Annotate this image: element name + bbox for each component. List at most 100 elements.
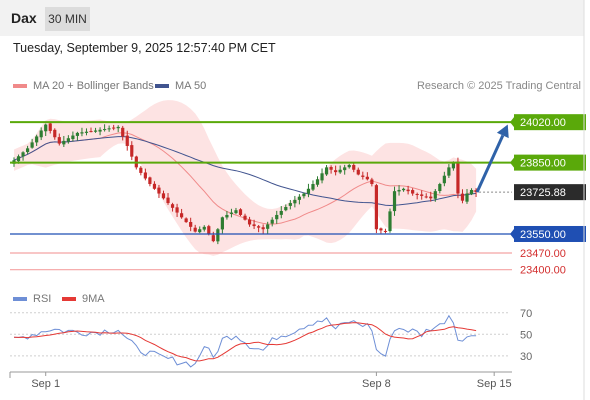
candle-body <box>143 172 147 179</box>
candle-body <box>157 187 161 194</box>
candle <box>388 208 392 233</box>
candle-body <box>302 193 306 197</box>
candle <box>429 191 433 202</box>
candle-body <box>460 193 465 201</box>
rsi-ma-swatch-icon <box>62 297 76 301</box>
candle <box>442 171 446 187</box>
candle <box>370 177 374 187</box>
legend-rsi-ma: 9MA <box>62 293 105 305</box>
candle-body <box>370 179 374 185</box>
candle <box>252 219 256 230</box>
candle <box>257 225 261 233</box>
candle-body <box>44 124 48 132</box>
copyright-text: Research © 2025 Trading Central <box>416 80 581 92</box>
candle <box>216 228 220 245</box>
level-label-text: 23850.00 <box>520 158 566 170</box>
candle-body <box>116 126 120 129</box>
candle <box>71 131 75 142</box>
candle-body <box>57 137 61 144</box>
candle-body <box>30 142 34 148</box>
candle-body <box>383 230 388 232</box>
legend-ma20: MA 20 + Bollinger Bands <box>13 80 154 92</box>
candle-body <box>401 188 406 191</box>
candle <box>447 164 451 178</box>
level-label-box <box>514 114 586 131</box>
candle-body <box>93 130 98 132</box>
level-label-text: 23725.88 <box>520 187 566 199</box>
candle-body <box>184 218 188 223</box>
candle-body <box>216 229 220 242</box>
candle-body <box>451 162 456 169</box>
candle <box>103 124 107 132</box>
level-label-pointer-icon <box>510 157 514 168</box>
candle <box>112 124 116 131</box>
candle <box>302 192 306 199</box>
candle-body <box>193 227 197 232</box>
timeframe-button[interactable]: 30 MIN <box>45 7 90 31</box>
candle <box>198 226 202 234</box>
candle-body <box>343 167 347 171</box>
candle-body <box>469 189 474 195</box>
candle <box>48 122 52 134</box>
datetime-label: Tuesday, September 9, 2025 12:57:40 PM C… <box>13 41 276 55</box>
candle <box>383 228 388 234</box>
price-levels: 24020.00 23850.00 23725.88 23550.00 23470.00… <box>10 114 586 277</box>
candle <box>229 208 234 218</box>
candle <box>125 130 129 151</box>
candle <box>44 123 48 137</box>
candle <box>329 165 333 174</box>
candle <box>374 183 378 234</box>
level-label-pointer-icon <box>510 228 514 239</box>
candle-body <box>35 136 39 143</box>
candle <box>238 208 243 216</box>
candle-body <box>352 165 356 170</box>
candle-body <box>438 184 442 192</box>
candle <box>180 208 184 219</box>
candle <box>35 134 39 146</box>
candle <box>338 165 342 174</box>
rsi-level-label: 50 <box>520 329 532 341</box>
candle <box>352 163 356 173</box>
legend-rsi-label: RSI <box>33 293 52 305</box>
candle-body <box>39 130 43 138</box>
candle-body <box>207 226 211 234</box>
candle <box>189 217 193 232</box>
candle <box>361 171 365 180</box>
candle-body <box>415 193 419 195</box>
candle <box>25 145 30 155</box>
candle-body <box>130 145 134 157</box>
candle <box>75 131 80 141</box>
candle <box>84 128 89 136</box>
candle-body <box>152 183 157 189</box>
candle <box>438 182 442 194</box>
candle-body <box>406 189 410 192</box>
candle <box>275 210 279 224</box>
time-axis-label: Sep 1 <box>31 378 60 390</box>
candle-body <box>220 217 224 230</box>
legend-ma50: MA 50 <box>155 80 206 92</box>
candle-body <box>447 167 451 176</box>
candle <box>411 188 415 196</box>
candle-body <box>420 194 424 196</box>
candle-body <box>257 226 261 228</box>
candle <box>184 217 188 223</box>
candle <box>420 190 424 200</box>
candle-body <box>98 129 102 132</box>
candle-body <box>107 128 111 130</box>
candle-body <box>112 127 116 129</box>
candle <box>365 172 369 181</box>
candle <box>406 185 410 195</box>
candle-body <box>411 190 415 194</box>
candle <box>89 127 93 133</box>
candle-body <box>139 167 143 173</box>
candle <box>456 157 460 199</box>
candle <box>170 202 175 212</box>
candle <box>401 187 406 192</box>
candle <box>107 125 111 132</box>
candle-body <box>288 203 292 206</box>
candle <box>148 176 152 187</box>
bollinger-band-area <box>14 100 477 256</box>
candle <box>288 199 292 210</box>
candle <box>460 189 465 204</box>
